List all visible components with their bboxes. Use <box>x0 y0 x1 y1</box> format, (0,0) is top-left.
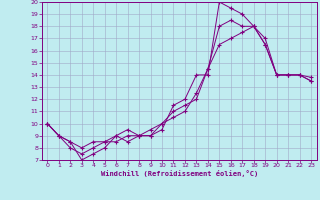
X-axis label: Windchill (Refroidissement éolien,°C): Windchill (Refroidissement éolien,°C) <box>100 170 258 177</box>
